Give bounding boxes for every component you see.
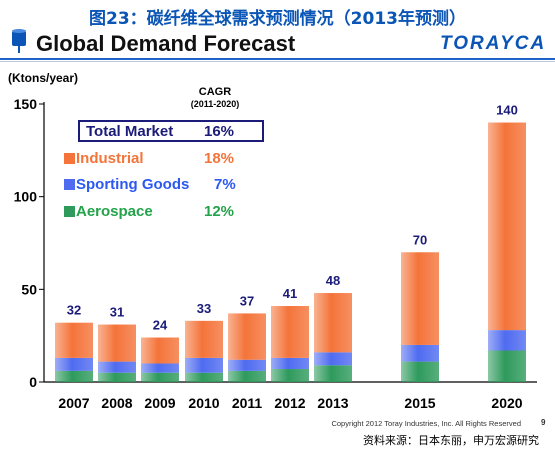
bar-segment-aerospace [488,350,526,382]
legend-swatch [64,179,75,190]
legend-swatch [64,153,75,164]
bar-segment-industrial [141,337,179,364]
bar-segment-industrial [488,122,526,331]
bar-segment-sporting-goods [98,361,136,373]
copyright-note: Copyright 2012 Toray Industries, Inc. Al… [331,419,521,428]
chart-title: Global Demand Forecast [36,31,296,56]
bar-segment-industrial [401,252,439,345]
x-tick-label: 2020 [491,395,522,411]
y-tick-label: 150 [14,96,38,112]
bar-segment-sporting-goods [228,359,266,371]
bar-segment-industrial [185,320,223,358]
bar-segment-aerospace [98,372,136,382]
x-tick-label: 2011 [232,395,263,411]
bar-total-label: 24 [153,318,168,333]
source-note: 资料来源：日本东丽，申万宏源研究 [363,434,539,447]
bar-total-label: 70 [413,232,427,247]
bar-segment-industrial [98,324,136,362]
bar-segment-sporting-goods [314,352,352,366]
bar-segment-industrial [271,306,309,358]
bar-segment-aerospace [141,372,179,382]
x-tick-label: 2013 [317,395,348,411]
bar-total-label: 48 [326,273,340,288]
bar-segment-aerospace [271,369,309,382]
cylinder-logo-icon [12,29,26,53]
legend-swatch [64,206,75,217]
cagr-heading: CAGR [198,86,232,98]
cagr-period: (2011-2020) [190,99,240,109]
page-number: 9 [541,418,546,427]
y-axis-unit-label: (Ktons/year) [8,71,79,85]
bar-segment-aerospace [185,372,223,382]
header-rule [0,58,555,60]
header-rule-shadow [0,61,555,62]
legend-cagr-value: 12% [204,203,235,220]
bar-total-label: 140 [496,103,518,118]
x-tick-label: 2012 [274,395,305,411]
bar-segment-sporting-goods [271,357,309,370]
y-tick-label: 0 [29,374,37,390]
bar-segment-sporting-goods [55,357,93,371]
chinese-title: 图23：碳纤维全球需求预测情况（2013年预测） [89,9,466,29]
bar-total-label: 33 [197,301,211,316]
legend-label: Industrial [76,150,144,167]
bar-segment-aerospace [314,365,352,382]
bar-segment-sporting-goods [185,357,223,373]
x-tick-label: 2009 [144,395,175,411]
x-tick-label: 2010 [188,395,219,411]
legend-label: Aerospace [76,203,153,220]
x-tick-label: 2007 [58,395,89,411]
legend-cagr-value: 18% [204,150,235,167]
x-tick-label: 2008 [101,395,132,411]
bar-segment-sporting-goods [141,363,179,373]
bar-segment-industrial [228,313,266,360]
x-tick-label: 2015 [404,395,435,411]
bar-segment-aerospace [55,370,93,382]
y-tick-label: 100 [14,189,38,205]
torayca-logo: TORAYCA [440,33,547,54]
bar-segment-sporting-goods [488,330,526,351]
bar-segment-aerospace [228,370,266,382]
bar-segment-industrial [55,322,93,358]
bar-segment-sporting-goods [401,344,439,362]
bar-total-label: 32 [67,303,81,318]
bar-segment-aerospace [401,361,439,382]
legend-label: Sporting Goods [76,176,190,193]
bar-total-label: 31 [110,305,124,320]
bar-total-label: 37 [240,293,254,308]
bar-segment-industrial [314,293,352,353]
legend-cagr-value: 16% [204,123,235,140]
legend-cagr-value: 7% [214,176,236,193]
bar-total-label: 41 [283,286,297,301]
y-tick-label: 50 [21,281,37,297]
legend-label: Total Market [86,123,174,140]
total-market-highlight-box [78,120,264,142]
